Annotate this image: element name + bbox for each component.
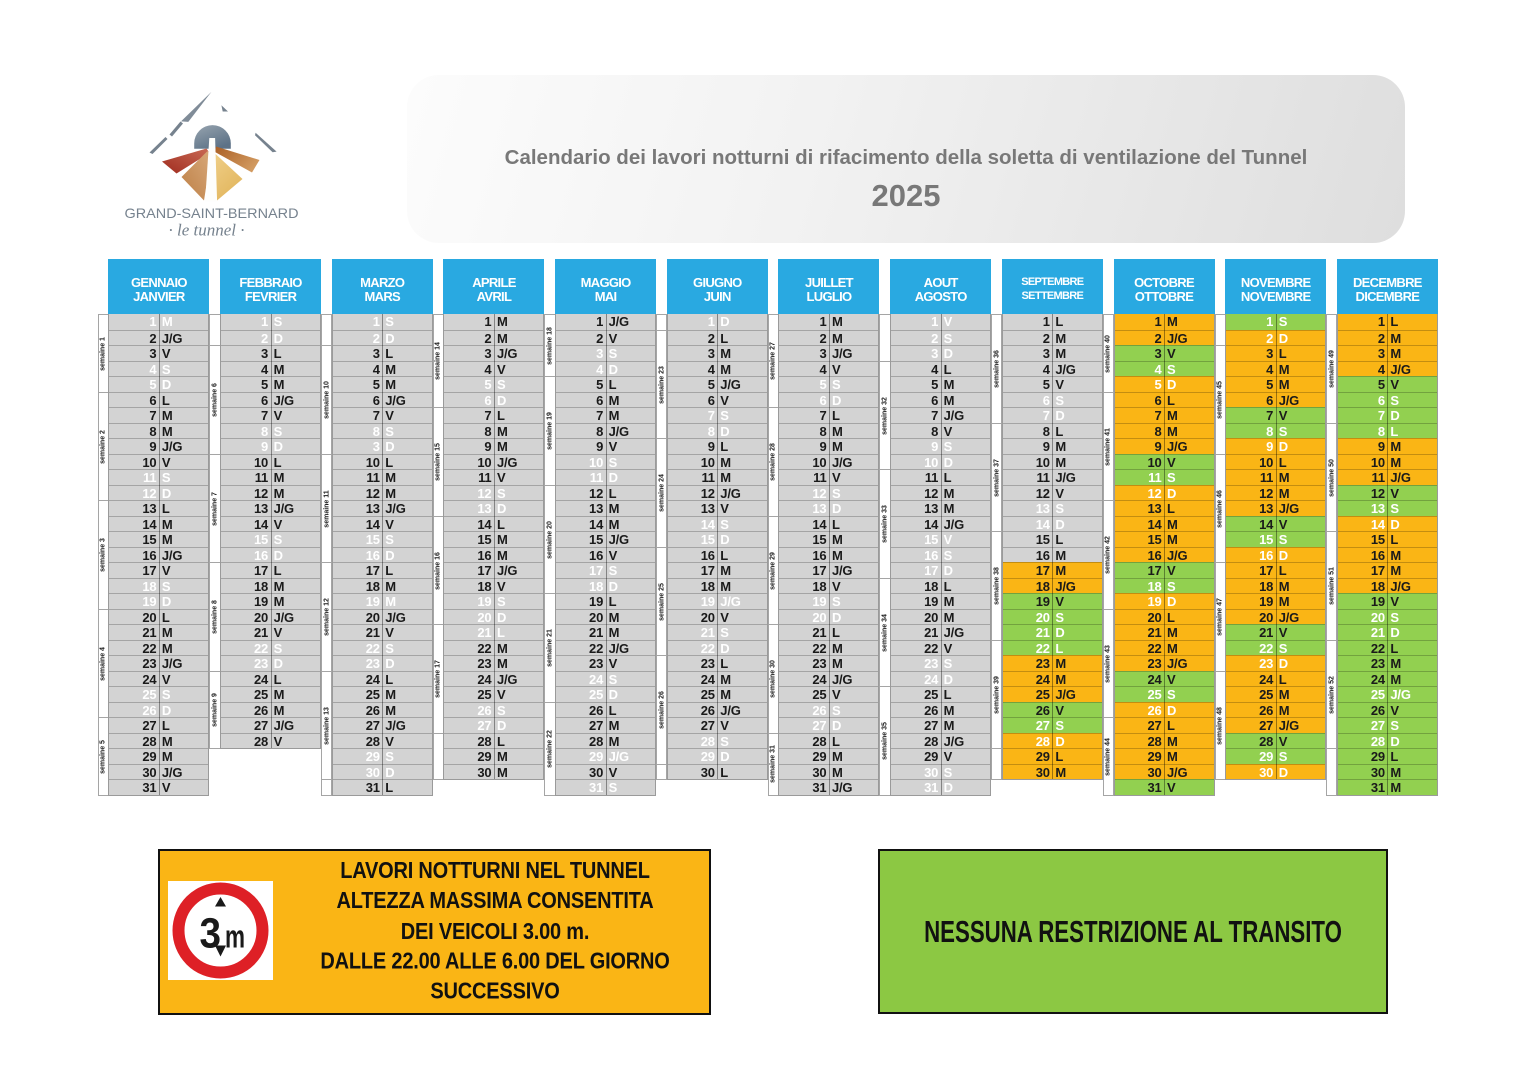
- svg-text:m: m: [225, 918, 245, 954]
- svg-text:GRAND-SAINT-BERNARD: GRAND-SAINT-BERNARD: [125, 205, 299, 221]
- svg-text:3: 3: [200, 909, 222, 957]
- svg-text:· le tunnel ·: · le tunnel ·: [169, 221, 245, 240]
